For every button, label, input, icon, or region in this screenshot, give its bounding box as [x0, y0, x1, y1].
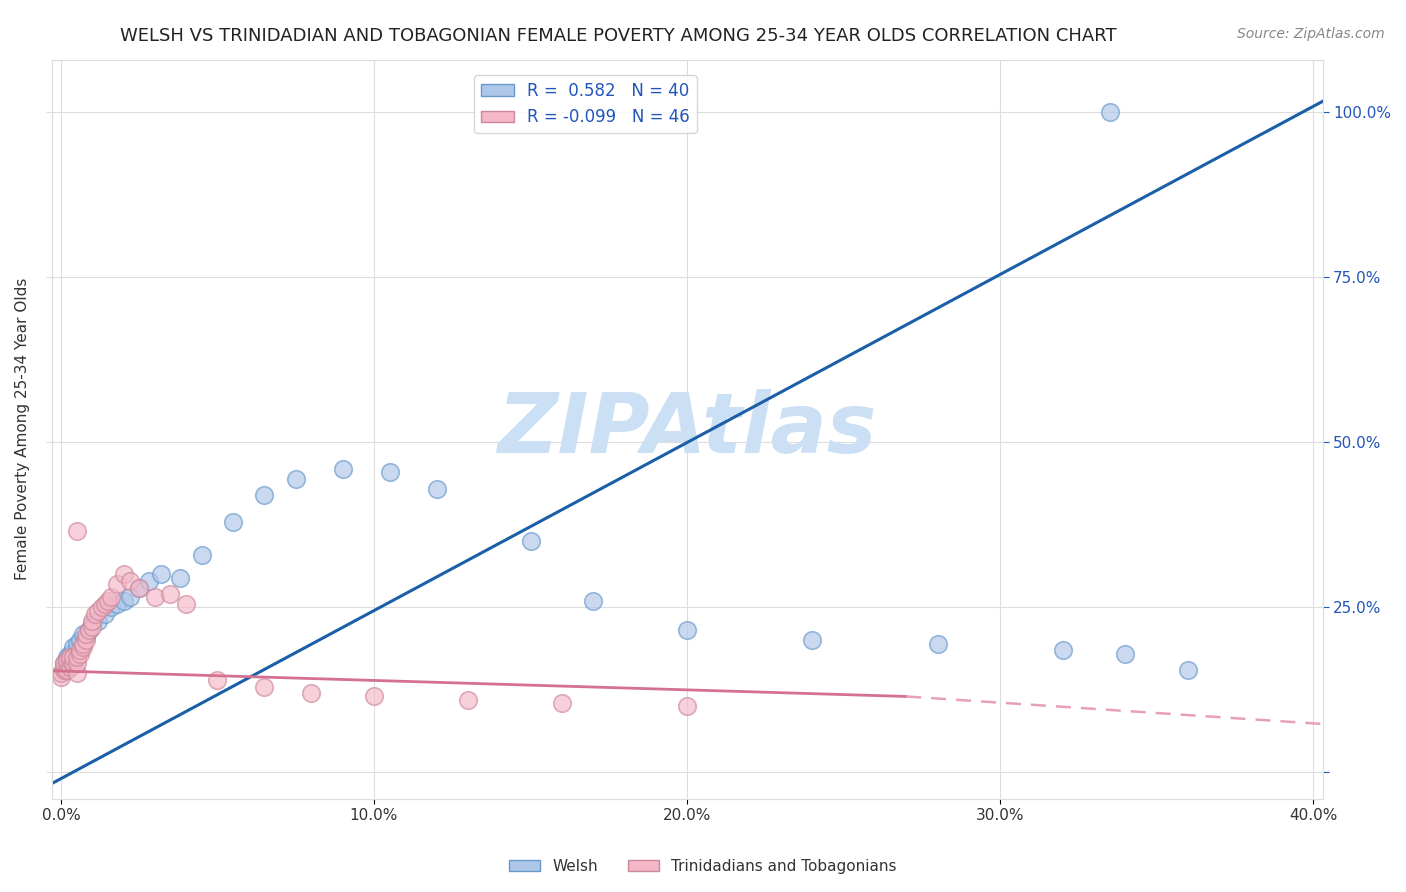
Point — [56, 657, 79, 671]
Point — [1098, 105, 1121, 120]
Point — [174, 597, 197, 611]
Point — [84, 607, 107, 621]
Point — [69, 647, 91, 661]
Point — [77, 624, 100, 638]
Point — [138, 574, 160, 588]
Point — [1177, 663, 1199, 677]
Point — [72, 627, 94, 641]
Point — [69, 633, 91, 648]
Point — [75, 630, 97, 644]
Point — [59, 653, 82, 667]
Point — [53, 663, 76, 677]
Point — [128, 581, 150, 595]
Point — [801, 633, 824, 648]
Point — [69, 643, 91, 657]
Point — [56, 649, 79, 664]
Point — [253, 488, 276, 502]
Point — [72, 637, 94, 651]
Point — [56, 653, 79, 667]
Point — [97, 594, 120, 608]
Point — [222, 515, 245, 529]
Point — [378, 465, 401, 479]
Point — [53, 657, 76, 671]
Point — [299, 686, 322, 700]
Point — [100, 591, 122, 605]
Point — [112, 567, 135, 582]
Point — [118, 574, 141, 588]
Text: Source: ZipAtlas.com: Source: ZipAtlas.com — [1237, 27, 1385, 41]
Point — [59, 647, 82, 661]
Point — [65, 666, 87, 681]
Point — [75, 627, 97, 641]
Point — [143, 591, 166, 605]
Point — [253, 680, 276, 694]
Point — [82, 614, 104, 628]
Point — [284, 472, 307, 486]
Point — [159, 587, 181, 601]
Point — [363, 690, 385, 704]
Point — [75, 633, 97, 648]
Point — [49, 666, 72, 681]
Point — [207, 673, 229, 687]
Text: ZIPAtlas: ZIPAtlas — [498, 389, 877, 470]
Point — [62, 640, 84, 654]
Point — [59, 649, 82, 664]
Point — [62, 649, 84, 664]
Point — [582, 594, 605, 608]
Point — [65, 524, 87, 539]
Point — [90, 600, 112, 615]
Point — [87, 604, 110, 618]
Point — [59, 659, 82, 673]
Point — [118, 591, 141, 605]
Point — [519, 534, 541, 549]
Point — [65, 643, 87, 657]
Point — [87, 614, 110, 628]
Point — [65, 657, 87, 671]
Point — [100, 600, 122, 615]
Point — [105, 597, 128, 611]
Point — [56, 663, 79, 677]
Point — [53, 659, 76, 673]
Point — [927, 637, 949, 651]
Point — [56, 653, 79, 667]
Y-axis label: Female Poverty Among 25-34 Year Olds: Female Poverty Among 25-34 Year Olds — [15, 278, 30, 581]
Legend: R =  0.582   N = 40, R = -0.099   N = 46: R = 0.582 N = 40, R = -0.099 N = 46 — [474, 75, 697, 133]
Point — [150, 567, 173, 582]
Point — [82, 620, 104, 634]
Point — [551, 696, 574, 710]
Point — [72, 640, 94, 654]
Point — [191, 548, 214, 562]
Point — [94, 607, 117, 621]
Text: WELSH VS TRINIDADIAN AND TOBAGONIAN FEMALE POVERTY AMONG 25-34 YEAR OLDS CORRELA: WELSH VS TRINIDADIAN AND TOBAGONIAN FEMA… — [121, 27, 1116, 45]
Point — [82, 616, 104, 631]
Point — [676, 624, 699, 638]
Point — [77, 624, 100, 638]
Point — [49, 670, 72, 684]
Point — [1052, 643, 1074, 657]
Point — [105, 577, 128, 591]
Point — [65, 637, 87, 651]
Point — [62, 657, 84, 671]
Point — [332, 462, 354, 476]
Point — [128, 581, 150, 595]
Point — [426, 482, 449, 496]
Point — [457, 692, 479, 706]
Point — [53, 657, 76, 671]
Point — [676, 699, 699, 714]
Point — [112, 594, 135, 608]
Point — [1114, 647, 1136, 661]
Point — [53, 663, 76, 677]
Point — [94, 597, 117, 611]
Point — [59, 659, 82, 673]
Point — [65, 649, 87, 664]
Legend: Welsh, Trinidadians and Tobagonians: Welsh, Trinidadians and Tobagonians — [503, 853, 903, 880]
Point — [169, 571, 191, 585]
